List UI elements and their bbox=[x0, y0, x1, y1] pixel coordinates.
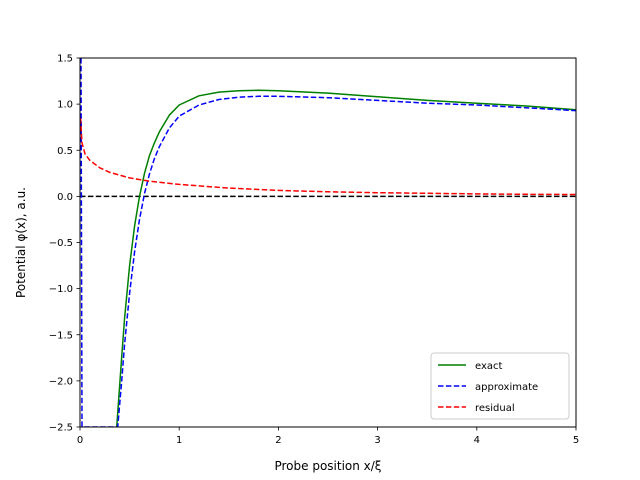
ticks-layer: 0 1 2 3 4 5 −2.5 −2.0 −1.5 −1.0 −0.5 0.0 0.5 1.0 1.5 bbox=[49, 54, 579, 447]
legend-box bbox=[430, 352, 570, 420]
series-line-residual bbox=[80, 117, 576, 196]
legend-label-approximate: approximate bbox=[475, 382, 538, 393]
x-tick-label: 5 bbox=[573, 435, 579, 446]
y-tick-label: 0.5 bbox=[57, 146, 73, 157]
series-layer bbox=[80, 58, 576, 427]
x-tick-label: 0 bbox=[77, 435, 83, 446]
legend: exact approximate residual bbox=[430, 352, 570, 420]
y-tick-label: 0.0 bbox=[57, 192, 73, 203]
x-tick-label: 3 bbox=[374, 435, 380, 446]
y-tick-label: −2.5 bbox=[49, 423, 73, 434]
x-tick-label: 1 bbox=[176, 435, 182, 446]
y-tick-label: 1.5 bbox=[57, 54, 73, 65]
x-axis-label: Probe position x/ξ bbox=[274, 459, 381, 473]
y-tick-label: −1.0 bbox=[49, 284, 73, 295]
y-axis-label: Potential φ(x), a.u. bbox=[14, 187, 28, 298]
y-tick-label: −0.5 bbox=[49, 238, 73, 249]
y-tick-label: −1.5 bbox=[49, 330, 73, 341]
y-tick-label: −2.0 bbox=[49, 376, 73, 387]
x-tick-label: 2 bbox=[275, 435, 281, 446]
y-tick-label: 1.0 bbox=[57, 100, 73, 111]
legend-label-residual: residual bbox=[475, 403, 515, 414]
series-line-approximate bbox=[80, 58, 576, 427]
legend-label-exact: exact bbox=[475, 361, 503, 372]
x-tick-label: 4 bbox=[474, 435, 480, 446]
series-line-exact bbox=[115, 89, 576, 427]
